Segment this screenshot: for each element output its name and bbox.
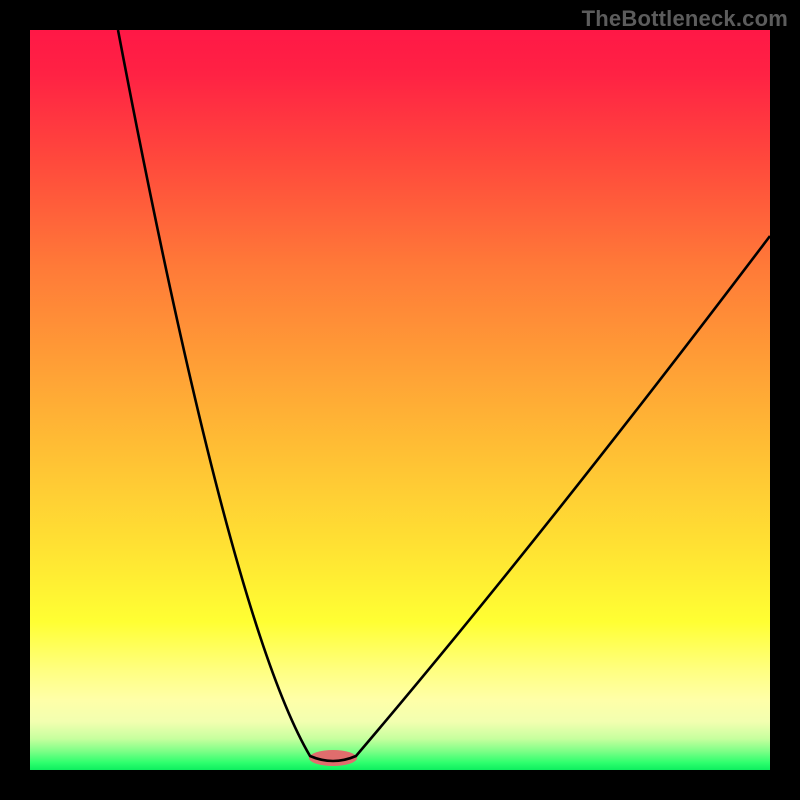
figure-canvas: TheBottleneck.com xyxy=(0,0,800,800)
watermark-text: TheBottleneck.com xyxy=(582,6,788,32)
bottleneck-chart xyxy=(0,0,800,800)
gradient-background xyxy=(30,30,770,770)
